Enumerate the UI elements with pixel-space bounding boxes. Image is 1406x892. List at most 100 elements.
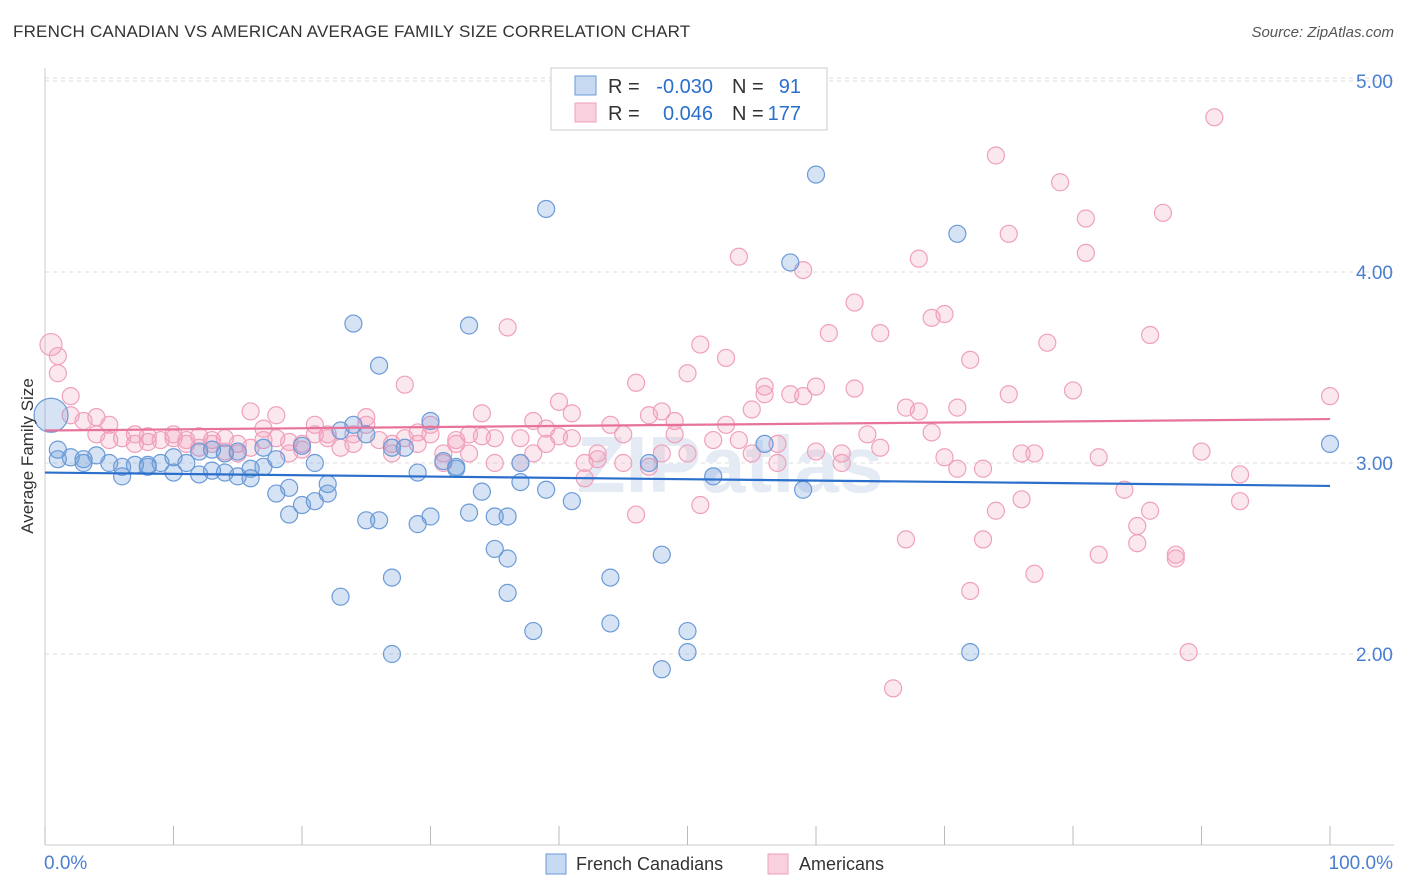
americans-point-88 (652, 402, 671, 421)
french-canadians-point-69 (537, 199, 556, 219)
french-canadians-point-71 (562, 492, 581, 511)
americans-point-143 (1038, 333, 1057, 352)
americans-point-149 (1089, 545, 1108, 564)
french-canadians-point-58 (459, 316, 479, 335)
french-canadians-point-47 (382, 568, 402, 587)
americans-point-99 (729, 430, 749, 450)
french-canadians-point-79 (704, 467, 723, 486)
legend: R = -0.030 N = 91 R = 0.046 N = 177 (550, 67, 828, 131)
americans-point-136 (986, 146, 1006, 165)
source-credit: Source: ZipAtlas.com (1251, 24, 1394, 41)
x-tick-label-1: 100.0% (1329, 853, 1394, 874)
french-canadians-point-43 (357, 511, 376, 530)
americans-point-157 (1166, 549, 1185, 568)
americans-point-89 (652, 444, 671, 463)
americans-point-154 (1140, 325, 1160, 345)
french-canadians-point-29 (267, 450, 286, 469)
french-canadians-trend-line (44, 471, 1331, 488)
legend-r-label-1: R = (608, 103, 640, 125)
americans-point-115 (845, 379, 864, 398)
americans-point-98 (716, 348, 736, 368)
french-canadians-point-74 (639, 453, 659, 473)
y-tick-label-1: 3.00 (1356, 454, 1393, 475)
french-canadians-point-85 (961, 642, 980, 662)
legend-r-value-1: 0.046 (663, 103, 713, 125)
americans-point-162 (1230, 465, 1250, 484)
americans-point-80 (588, 444, 607, 463)
americans-point-82 (614, 453, 633, 473)
legend-r-label-0: R = (608, 76, 640, 98)
americans-point-158 (1179, 642, 1198, 662)
americans-point-50 (395, 375, 414, 394)
french-canadians-point-15 (164, 463, 183, 482)
x-tick-label-0: 0.0% (44, 853, 87, 874)
americans-point-132 (961, 350, 980, 369)
legend-r-value-0: -0.030 (656, 76, 713, 98)
americans-point-57 (434, 444, 453, 463)
americans-point-103 (755, 377, 774, 396)
french-canadians-point-53 (421, 507, 440, 526)
americans-point-155 (1153, 203, 1173, 222)
americans-point-137 (999, 224, 1018, 243)
french-canadians-point-38 (318, 484, 337, 503)
americans-point-139 (1012, 444, 1031, 463)
americans-point-83 (614, 425, 633, 444)
americans-point-152 (1128, 534, 1147, 553)
y-tick-label-2: 4.00 (1356, 263, 1393, 284)
americans-point-29 (241, 402, 260, 421)
americans-point-105 (768, 453, 787, 473)
americans-point-118 (871, 324, 890, 343)
americans-point-120 (883, 679, 903, 698)
americans-point-145 (1063, 381, 1083, 400)
americans-point-163 (1320, 387, 1340, 406)
americans-point-124 (909, 249, 928, 268)
americans-point-161 (1230, 492, 1250, 511)
bottom-legend-french-canadians: French Canadians (576, 854, 723, 874)
americans-point-111 (806, 442, 826, 461)
americans-point-130 (948, 459, 967, 478)
americans-point-150 (1115, 480, 1134, 499)
americans-point-102 (742, 444, 761, 463)
americans-point-37 (292, 440, 312, 459)
french-canadians-point-48 (382, 644, 402, 664)
french-canadians-point-70 (537, 480, 556, 499)
french-canadians-point-45 (370, 356, 389, 375)
americans-point-61 (459, 444, 479, 463)
french-canadians-point-67 (511, 453, 530, 473)
americans-point-129 (948, 398, 967, 417)
legend-n-label-1: N = (732, 103, 764, 125)
trend-lines (44, 417, 1331, 488)
americans-point-68 (511, 429, 530, 448)
americans-point-91 (665, 425, 684, 444)
french-canadians-point-86 (1320, 434, 1340, 453)
americans-points (39, 108, 1340, 698)
legend-swatch-blue (574, 75, 597, 96)
french-canadians-point-57 (447, 459, 466, 478)
legend-n-value-0: 91 (779, 76, 801, 98)
chart-title: FRENCH CANADIAN VS AMERICAN AVERAGE FAMI… (13, 22, 691, 41)
americans-point-127 (935, 448, 954, 467)
french-canadians-point-31 (280, 478, 299, 497)
french-canadians-point-62 (485, 539, 504, 559)
americans-point-110 (806, 377, 826, 396)
french-canadians-points (33, 165, 1340, 679)
french-canadians-point-83 (806, 165, 826, 184)
french-canadians-point-81 (781, 253, 800, 272)
americans-point-135 (986, 501, 1006, 520)
americans-point-96 (704, 430, 723, 450)
americans-point-117 (858, 425, 877, 444)
americans-point-123 (909, 402, 928, 421)
americans-trend-line (44, 417, 1331, 432)
americans-point-125 (922, 423, 941, 442)
americans-point-64 (485, 453, 504, 473)
french-canadians-point-80 (755, 434, 774, 453)
americans-point-148 (1089, 448, 1108, 467)
americans-point-142 (1025, 444, 1044, 463)
french-canadians-point-44 (357, 425, 376, 444)
americans-point-79 (588, 450, 607, 469)
french-canadians-point-42 (344, 314, 363, 333)
french-canadians-point-66 (511, 473, 530, 492)
americans-point-45 (357, 415, 376, 434)
americans-point-108 (794, 387, 813, 406)
french-canadians-point-16 (177, 453, 196, 473)
